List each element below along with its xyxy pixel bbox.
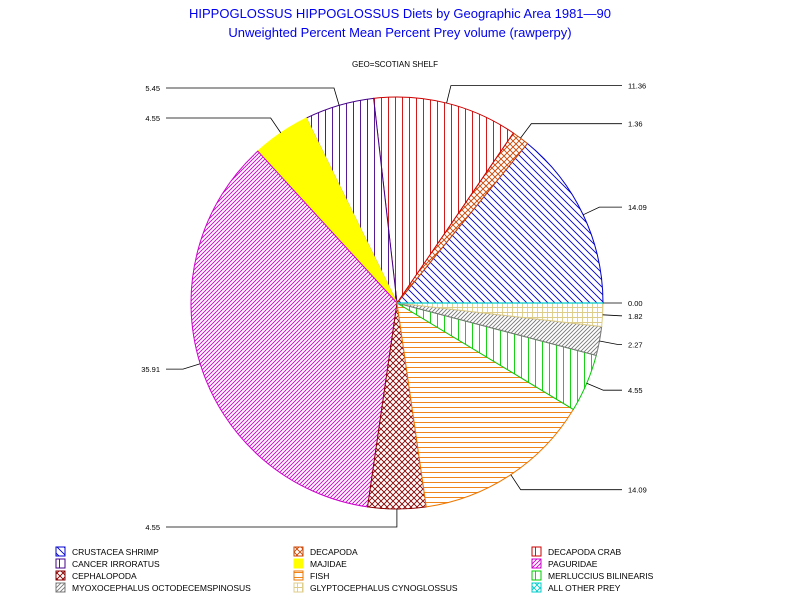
leader-line-fish <box>510 474 622 491</box>
leader-line-paguridae <box>166 363 201 370</box>
pie-slices <box>190 96 604 510</box>
legend-label-all-other-prey: ALL OTHER PREY <box>548 583 621 593</box>
leader-line-myoxocephalus-octodecemspinosus <box>599 340 622 345</box>
slice-decapoda-crab <box>373 96 515 305</box>
legend-label-fish: FISH <box>310 571 329 581</box>
legend-swatch-all-other-prey <box>531 582 542 593</box>
slice-labels: 14.09 1.36 11.36 5.45 4.55 35.91 4.55 14.09 4.55… <box>141 82 647 532</box>
legend-label-crustacea-shrimp: CRUSTACEA SHRIMP <box>72 547 159 557</box>
geo-label: GEO=SCOTIAN SHELF <box>352 60 438 69</box>
legend-label-glyptocephalus-cynoglossus: GLYPTOCEPHALUS CYNOGLOSSUS <box>310 583 458 593</box>
legend-swatch-myoxocephalus-octodecemspinosus <box>55 582 66 593</box>
value-label-myoxocephalus-octodecemspinosus: 2.27 <box>628 340 643 349</box>
legend-label-cancer-irroratus: CANCER IRRORATUS <box>72 559 160 569</box>
legend-label-decapoda-crab: DECAPODA CRAB <box>548 547 622 557</box>
leader-line-cephalopoda <box>166 509 398 528</box>
legend-swatch-decapoda-crab <box>531 546 542 557</box>
value-label-majidae: 4.55 <box>145 114 160 123</box>
legend-swatch-decapoda <box>293 546 304 557</box>
leader-line-merluccius-bilinearis <box>586 382 622 391</box>
legend-swatch-cancer-irroratus <box>55 558 66 569</box>
legend-label-merluccius-bilinearis: MERLUCCIUS BILINEARIS <box>548 571 654 581</box>
leader-line-cancer-irroratus <box>166 87 340 106</box>
leader-line-crustacea-shrimp <box>582 206 622 216</box>
leader-line-majidae <box>166 117 282 134</box>
legend-label-myoxocephalus-octodecemspinosus: MYOXOCEPHALUS OCTODECEMSPINOSUS <box>72 583 251 593</box>
value-label-all-other-prey: 0.00 <box>628 299 643 308</box>
value-label-decapoda-crab: 11.36 <box>628 82 646 91</box>
value-label-cephalopoda: 4.55 <box>145 523 160 532</box>
legend-label-cephalopoda: CEPHALOPODA <box>72 571 137 581</box>
legend-label-majidae: MAJIDAE <box>310 559 347 569</box>
legend-swatch-fish <box>293 570 304 581</box>
leader-line-glyptocephalus-cynoglossus <box>602 314 622 317</box>
value-label-paguridae: 35.91 <box>141 365 160 374</box>
legend-swatch-majidae <box>293 558 304 569</box>
chart-title: HIPPOGLOSSUS HIPPOGLOSSUS Diets by Geogr… <box>189 6 611 21</box>
legend-swatch-paguridae <box>531 558 542 569</box>
leader-line-decapoda <box>520 123 622 139</box>
value-label-glyptocephalus-cynoglossus: 1.82 <box>628 312 643 321</box>
legend-swatch-glyptocephalus-cynoglossus <box>293 582 304 593</box>
legend-label-decapoda: DECAPODA <box>310 547 358 557</box>
chart-subtitle: Unweighted Percent Mean Percent Prey vol… <box>228 25 571 40</box>
value-label-crustacea-shrimp: 14.09 <box>628 203 647 212</box>
value-label-decapoda: 1.36 <box>628 120 643 129</box>
value-label-merluccius-bilinearis: 4.55 <box>628 386 643 395</box>
leader-line-decapoda-crab <box>446 85 622 104</box>
legend-swatch-crustacea-shrimp <box>55 546 66 557</box>
value-label-cancer-irroratus: 5.45 <box>145 84 160 93</box>
value-label-fish: 14.09 <box>628 486 647 495</box>
slice-paguridae <box>190 150 398 508</box>
legend-swatch-cephalopoda <box>55 570 66 581</box>
legend-label-paguridae: PAGURIDAE <box>548 559 598 569</box>
legend-swatch-merluccius-bilinearis <box>531 570 542 581</box>
legend: CRUSTACEA SHRIMP DECAPODA DECAPODA CRAB CAN… <box>55 546 654 593</box>
